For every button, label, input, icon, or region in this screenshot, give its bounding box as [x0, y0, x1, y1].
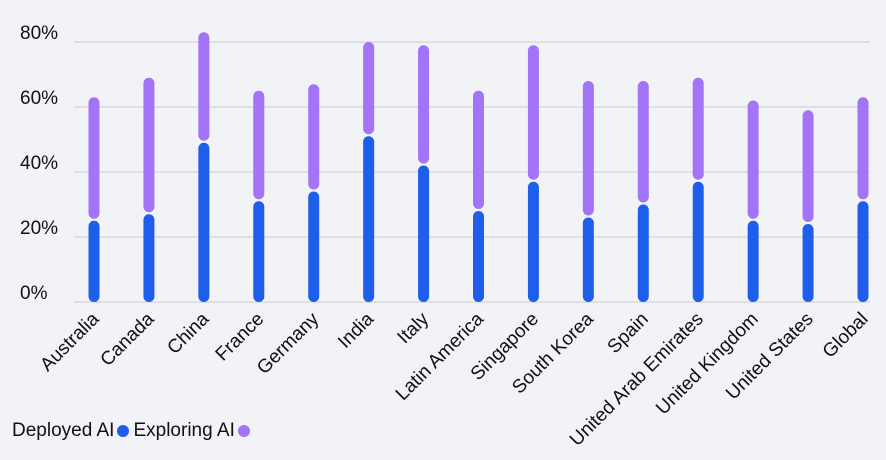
bar-deployed-france: [253, 201, 265, 302]
bar-deployed-global: [857, 201, 869, 302]
bar-deployed-united-kingdom: [747, 220, 759, 302]
bar-deployed-united-states: [802, 224, 814, 302]
bar-exploring-italy: [418, 45, 430, 164]
bar-exploring-china: [198, 32, 210, 141]
legend-label-exploring: Exploring AI: [133, 420, 235, 441]
legend-swatch-deployed: [117, 425, 130, 437]
x-tick-label: Australia: [36, 308, 103, 375]
bar-exploring-singapore: [527, 45, 539, 180]
legend-item-deployed: Deployed AI: [12, 420, 130, 442]
bar-exploring-global: [857, 97, 869, 200]
bar-deployed-canada: [143, 214, 155, 302]
bar-deployed-south-korea: [582, 217, 594, 302]
bar-exploring-france: [253, 90, 265, 200]
y-tick-label: 0%: [20, 283, 48, 304]
bar-deployed-latin-america: [473, 211, 484, 302]
legend-swatch-exploring: [237, 425, 250, 437]
x-tick-label: China: [163, 308, 213, 358]
bar-exploring-latin-america: [473, 90, 484, 209]
x-tick-label: Italy: [394, 308, 434, 348]
x-tick-label: India: [334, 308, 378, 352]
y-tick-label: 20%: [20, 218, 58, 239]
bar-deployed-china: [198, 142, 210, 302]
y-tick-label: 60%: [20, 88, 58, 109]
bar-exploring-canada: [143, 77, 155, 213]
bar-exploring-united-states: [802, 110, 814, 222]
bar-exploring-spain: [637, 81, 649, 203]
bar-exploring-germany: [308, 84, 320, 190]
x-tick-label: Spain: [604, 309, 653, 358]
bar-deployed-spain: [637, 204, 649, 302]
bar-exploring-united-arab-emirates: [692, 77, 704, 180]
bar-deployed-australia: [88, 220, 100, 302]
x-tick-label: Canada: [97, 308, 159, 370]
bar-exploring-south-korea: [582, 81, 594, 216]
bar-deployed-singapore: [527, 181, 539, 302]
x-tick-label: United Kingdom: [652, 309, 762, 419]
legend-label-deployed: Deployed AI: [12, 420, 115, 441]
bar-deployed-italy: [418, 165, 430, 302]
bar-deployed-india: [363, 136, 375, 302]
legend: Deployed AI Exploring AI: [12, 420, 250, 442]
bar-deployed-united-arab-emirates: [692, 181, 704, 302]
x-tick-label: Global: [819, 309, 873, 363]
legend-item-exploring: Exploring AI: [133, 420, 250, 442]
y-tick-label: 40%: [20, 153, 58, 174]
bar-deployed-germany: [308, 191, 320, 302]
x-tick-label: Germany: [253, 308, 323, 378]
y-tick-label: 80%: [20, 23, 58, 44]
bar-exploring-australia: [88, 97, 100, 219]
bar-exploring-united-kingdom: [747, 100, 759, 219]
bar-exploring-india: [363, 42, 375, 135]
